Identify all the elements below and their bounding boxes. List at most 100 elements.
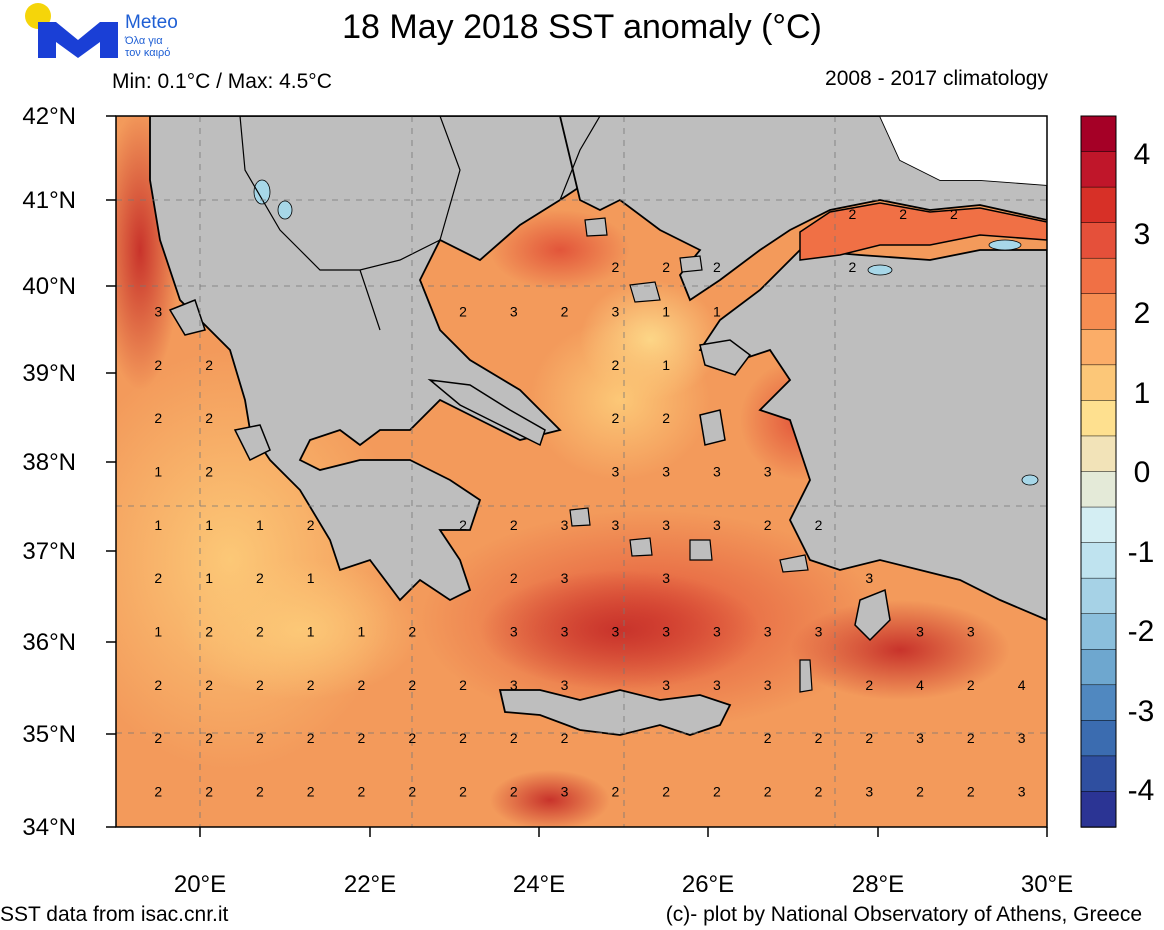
- contour-label: 2: [899, 206, 907, 222]
- contour-label: 2: [848, 259, 856, 275]
- map-title: 18 May 2018 SST anomaly (°C): [342, 8, 822, 46]
- contour-label: 1: [205, 517, 213, 533]
- contour-label: 1: [154, 464, 162, 480]
- contour-label: 2: [205, 410, 213, 426]
- contour-label: 3: [561, 623, 569, 639]
- contour-label: 3: [561, 517, 569, 533]
- contour-label: 2: [510, 783, 518, 799]
- contour-label: 3: [764, 464, 772, 480]
- colorbar-swatch: [1080, 435, 1117, 473]
- contour-label: 2: [408, 677, 416, 693]
- map-gridlines: [116, 116, 1047, 827]
- contour-label: 2: [662, 410, 670, 426]
- colorbar-swatch: [1080, 720, 1117, 757]
- contour-label: 2: [967, 677, 975, 693]
- sea-cool-region-2: [180, 560, 420, 700]
- colorbar-swatch: [1080, 542, 1117, 579]
- lon-label-30: 30°E: [1020, 871, 1074, 898]
- country-borders: [239, 116, 601, 331]
- contour-label: 3: [662, 570, 670, 586]
- contour-label: 2: [154, 357, 162, 373]
- contour-label: 3: [611, 517, 619, 533]
- contour-label: 3: [967, 623, 975, 639]
- lon-label-28: 28°E: [851, 871, 905, 898]
- colorbar-swatch: [1080, 613, 1117, 651]
- axis-ticks: [106, 115, 1048, 837]
- colorbar-label-3: 3: [1133, 218, 1151, 251]
- contour-label: 3: [713, 623, 721, 639]
- contour-label: 2: [950, 206, 958, 222]
- contour-label: 2: [154, 410, 162, 426]
- land-cyclades-2: [569, 507, 591, 527]
- contour-label: 1: [713, 304, 721, 320]
- map-field: [116, 116, 1047, 827]
- lat-label-35: 35°N: [22, 721, 76, 748]
- contour-label: 2: [764, 783, 772, 799]
- contour-label: 2: [510, 730, 518, 746]
- lake-marmara-1: [988, 239, 1022, 251]
- contour-label: 1: [307, 570, 315, 586]
- logo-tagline-1: Όλα για: [125, 35, 163, 47]
- contour-label: 2: [611, 259, 619, 275]
- contour-label: 3: [865, 570, 873, 586]
- colorbar-label-neg2: -2: [1127, 615, 1155, 648]
- contour-label: 1: [662, 304, 670, 320]
- contour-label: 2: [662, 259, 670, 275]
- contour-label: 2: [459, 677, 467, 693]
- data-source-credit: SST data from isac.cnr.it: [0, 903, 229, 926]
- contour-label: 2: [967, 730, 975, 746]
- land-rhodes: [854, 588, 891, 642]
- colorbar-swatch: [1080, 684, 1117, 722]
- plot-credit: (c)- plot by National Observatory of Ath…: [665, 903, 1142, 926]
- colorbar-swatch: [1080, 257, 1117, 295]
- contour-label: 2: [154, 570, 162, 586]
- lat-label-41: 41°N: [22, 187, 76, 214]
- colorbar-swatch: [1080, 471, 1117, 508]
- contour-label: 2: [459, 304, 467, 320]
- lat-label-39: 39°N: [22, 360, 76, 387]
- contour-label: 2: [865, 730, 873, 746]
- contour-label: 3: [815, 623, 823, 639]
- lat-label-40: 40°N: [22, 273, 76, 300]
- land-thasos: [584, 217, 608, 237]
- contour-label: 2: [459, 783, 467, 799]
- contour-label: 2: [358, 730, 366, 746]
- contour-label: 2: [815, 730, 823, 746]
- contour-label: 2: [256, 730, 264, 746]
- lat-label-42: 42°N: [22, 103, 76, 130]
- contour-label: 2: [307, 677, 315, 693]
- lon-label-24: 24°E: [512, 871, 566, 898]
- contour-label: 2: [848, 206, 856, 222]
- lake-ohrid: [253, 179, 271, 205]
- contour-label: 3: [1018, 730, 1026, 746]
- colorbar-label-4: 4: [1133, 138, 1151, 171]
- contour-label: 3: [561, 783, 569, 799]
- land-cyclades-3: [689, 539, 713, 561]
- contour-label: 2: [408, 623, 416, 639]
- contour-label: 2: [307, 783, 315, 799]
- contour-label: 4: [916, 677, 924, 693]
- colorbar-frame: [1080, 115, 1117, 828]
- contour-labels: 3 2 2 2 2 1 2 1 1 1 2 2 1 2 1 1 2 2 1 1 2 2 2 2 2 2 2 2 3 3 3 3 3 2 4 2 4 2 2 2…: [154, 206, 1025, 800]
- lat-label-34: 34°N: [22, 814, 76, 841]
- colorbar-label-0: 0: [1133, 456, 1151, 489]
- contour-label: 2: [154, 730, 162, 746]
- contour-label: 3: [611, 304, 619, 320]
- min-max-label: Min: 0.1°C / Max: 4.5°C: [112, 70, 332, 93]
- land-kos: [779, 554, 809, 573]
- meteo-logo-icon: [25, 3, 118, 58]
- land-euboea: [427, 378, 546, 447]
- contour-label: 2: [510, 570, 518, 586]
- contour-label: 3: [916, 730, 924, 746]
- lon-label-22: 22°E: [343, 871, 397, 898]
- contour-label: 2: [205, 677, 213, 693]
- contour-label: 3: [662, 623, 670, 639]
- land-lesvos: [699, 339, 752, 376]
- contour-label: 2: [408, 783, 416, 799]
- land-crete: [498, 689, 732, 736]
- contour-label: 3: [510, 304, 518, 320]
- contour-label: 2: [611, 357, 619, 373]
- land-cyclades-1: [629, 537, 653, 557]
- contour-label: 1: [205, 570, 213, 586]
- lat-label-37: 37°N: [22, 538, 76, 565]
